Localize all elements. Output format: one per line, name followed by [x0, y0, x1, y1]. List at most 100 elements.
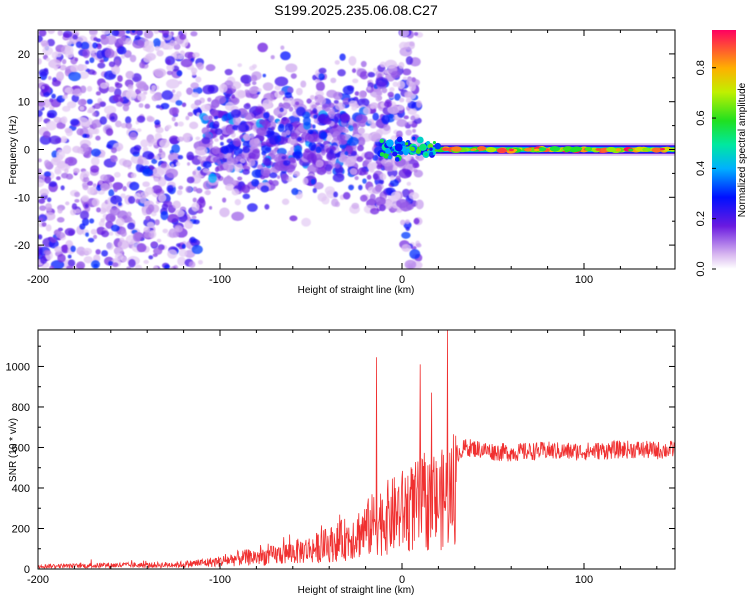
heatmap-cell	[132, 39, 145, 49]
spectrogram-ytick-label: -20	[14, 240, 30, 252]
heatmap-cell	[73, 167, 80, 174]
heatmap-hotspot	[628, 148, 634, 152]
heatmap-cell	[280, 45, 285, 50]
heatmap-cell	[108, 61, 116, 68]
heatmap-cell	[314, 79, 321, 84]
snr-ytick-label: 400	[12, 483, 30, 495]
heatmap-cell	[333, 91, 343, 101]
heatmap-cell	[328, 102, 335, 109]
heatmap-cell	[66, 101, 77, 109]
heatmap-cell	[40, 40, 49, 47]
heatmap-cell	[301, 217, 311, 227]
heatmap-cell	[112, 94, 123, 102]
heatmap-cell	[169, 266, 174, 269]
heatmap-cell	[331, 158, 337, 164]
heatmap-cell	[165, 125, 170, 131]
heatmap-cell	[191, 72, 197, 76]
heatmap-cell	[383, 101, 392, 108]
heatmap-hotspot	[533, 148, 540, 152]
heatmap-cell	[399, 97, 405, 103]
heatmap-cell	[95, 135, 101, 141]
heatmap-cell	[429, 147, 433, 151]
heatmap-cell	[369, 193, 376, 202]
heatmap-cell	[221, 115, 228, 122]
heatmap-cell	[384, 161, 394, 172]
heatmap-cell	[285, 63, 298, 73]
heatmap-cell	[405, 142, 409, 146]
heatmap-cell	[96, 207, 101, 213]
heatmap-cell	[45, 224, 52, 232]
heatmap-cell	[212, 156, 221, 163]
heatmap-cell	[309, 94, 315, 100]
heatmap-cell	[89, 30, 98, 37]
heatmap-cell	[144, 103, 151, 109]
heatmap-hotspot	[538, 147, 547, 152]
heatmap-cell	[434, 142, 442, 150]
heatmap-cell	[122, 159, 133, 168]
heatmap-cell	[377, 73, 382, 78]
heatmap-cell	[143, 231, 152, 239]
heatmap-cell	[394, 143, 403, 152]
heatmap-cell	[353, 126, 358, 131]
heatmap-cell	[145, 216, 151, 221]
heatmap-cell	[99, 153, 105, 158]
heatmap-cell	[154, 119, 161, 126]
heatmap-cell	[409, 146, 414, 151]
heatmap-cell	[193, 219, 200, 225]
heatmap-cell	[401, 244, 412, 252]
heatmap-cell	[311, 104, 317, 109]
heatmap-cell	[98, 179, 103, 185]
heatmap-cell	[243, 103, 251, 110]
heatmap-cell	[160, 102, 170, 110]
heatmap-cell	[178, 185, 184, 190]
heatmap-cell	[197, 156, 202, 160]
heatmap-cell	[387, 155, 392, 160]
heatmap-cell	[48, 135, 62, 145]
heatmap-cell	[72, 88, 83, 97]
heatmap-cell	[334, 60, 340, 65]
heatmap-cell	[192, 52, 200, 58]
heatmap-cell	[224, 68, 233, 76]
heatmap-cell	[122, 104, 130, 112]
heatmap-cell	[195, 62, 202, 68]
heatmap-cell	[117, 46, 127, 55]
heatmap-cell	[306, 98, 312, 104]
heatmap-cell	[396, 119, 408, 127]
heatmap-cell	[153, 177, 160, 182]
heatmap-cell	[428, 143, 434, 149]
heatmap-cell	[400, 219, 406, 226]
heatmap-cell	[87, 69, 96, 75]
heatmap-cell	[195, 136, 201, 141]
heatmap-cell	[92, 111, 97, 117]
heatmap-cell	[172, 89, 176, 94]
heatmap-cell	[76, 261, 86, 269]
heatmap-cell	[152, 253, 158, 257]
heatmap-cell	[237, 122, 249, 133]
heatmap-cell	[101, 30, 112, 35]
heatmap-cell	[48, 59, 62, 69]
heatmap-cell	[392, 81, 399, 87]
heatmap-cell	[232, 138, 241, 147]
heatmap-cell	[39, 188, 50, 196]
heatmap-cell	[41, 85, 45, 90]
heatmap-cell	[202, 168, 210, 173]
heatmap-cell	[314, 94, 324, 103]
heatmap-cell	[269, 135, 279, 145]
heatmap-cell	[178, 80, 183, 85]
heatmap-cell	[38, 78, 42, 83]
heatmap-cell	[166, 78, 180, 89]
heatmap-cell	[135, 198, 141, 204]
heatmap-cell	[85, 203, 89, 208]
heatmap-cell	[358, 90, 367, 99]
heatmap-cell	[95, 91, 101, 96]
heatmap-cell	[99, 82, 109, 89]
heatmap-cell	[402, 68, 412, 76]
heatmap-cell	[113, 186, 118, 193]
snr-series-line	[38, 330, 675, 569]
heatmap-cell	[233, 162, 243, 173]
heatmap-cell	[177, 256, 186, 266]
heatmap-cell	[160, 163, 167, 169]
heatmap-cell	[104, 48, 115, 59]
heatmap-cell	[112, 262, 119, 267]
